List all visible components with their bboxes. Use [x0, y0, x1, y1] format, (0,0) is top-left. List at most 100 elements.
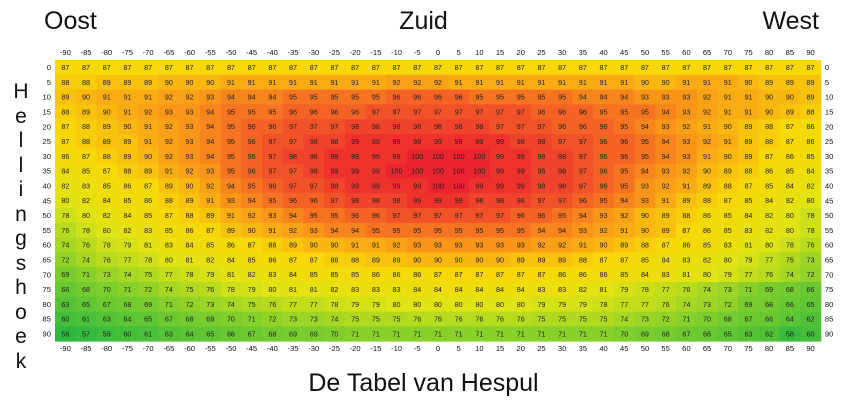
- heatmap-cell: [469, 296, 491, 312]
- heatmap-cell: [365, 326, 387, 342]
- cell-value-label: 90: [786, 93, 794, 102]
- heatmap-cell: [800, 282, 822, 298]
- heatmap-cell: [386, 237, 408, 253]
- x-tick-label-top: -45: [246, 48, 257, 57]
- cell-value-label: 97: [558, 137, 566, 146]
- cell-value-label: 96: [351, 107, 359, 116]
- cell-value-label: 97: [310, 181, 318, 190]
- cell-value-label: 67: [744, 315, 752, 324]
- cell-value-label: 97: [579, 152, 587, 161]
- heatmap-cell: [55, 267, 77, 283]
- cell-value-label: 74: [330, 315, 338, 324]
- heatmap-cell: [75, 178, 97, 194]
- heatmap-cell: [469, 267, 491, 283]
- chart-title: De Tabel van Hespul: [308, 369, 539, 397]
- cell-value-label: 89: [620, 241, 628, 250]
- heatmap-cell: [303, 296, 325, 312]
- x-tick-label-bottom: 75: [744, 344, 752, 353]
- heatmap-cell: [469, 163, 491, 179]
- cell-value-label: 93: [682, 137, 690, 146]
- cell-value-label: 93: [434, 241, 442, 250]
- heatmap-cell: [199, 252, 221, 268]
- y-axis-title-letter: n: [15, 202, 27, 226]
- x-tick-label-bottom: -65: [163, 344, 174, 353]
- heatmap-cell: [572, 296, 594, 312]
- heatmap-cell: [344, 89, 366, 105]
- y-tick-label-left: 70: [43, 270, 51, 279]
- heatmap-cell: [510, 119, 532, 135]
- x-tick-label-bottom: -60: [184, 344, 195, 353]
- heatmap-cell: [427, 178, 449, 194]
- x-tick-label-top: 45: [620, 48, 628, 57]
- cell-value-label: 96: [393, 93, 401, 102]
- heatmap-cell: [324, 208, 346, 224]
- cell-value-label: 77: [123, 255, 131, 264]
- heatmap-cell: [593, 193, 615, 209]
- heatmap-cell: [551, 134, 573, 150]
- heatmap-cell: [634, 134, 656, 150]
- heatmap-cell: [531, 267, 553, 283]
- cell-value-label: 97: [393, 107, 401, 116]
- cell-value-label: 87: [558, 63, 566, 72]
- heatmap-cell: [469, 193, 491, 209]
- cell-value-label: 91: [620, 78, 628, 87]
- cell-value-label: 87: [413, 63, 421, 72]
- cell-value-label: 87: [165, 211, 173, 220]
- heatmap-cell: [531, 148, 553, 164]
- heatmap-cell: [551, 89, 573, 105]
- cell-value-label: 94: [620, 196, 628, 205]
- cell-value-label: 97: [413, 211, 421, 220]
- cell-value-label: 93: [641, 181, 649, 190]
- cell-value-label: 68: [786, 285, 794, 294]
- heatmap-cell: [324, 163, 346, 179]
- cell-value-label: 78: [82, 226, 90, 235]
- x-tick-label-bottom: 45: [620, 344, 628, 353]
- cell-value-label: 86: [703, 226, 711, 235]
- cell-value-label: 84: [475, 285, 483, 294]
- cell-value-label: 87: [537, 63, 545, 72]
- heatmap-cell: [282, 311, 304, 327]
- y-tick-label-right: 25: [825, 137, 833, 146]
- cell-value-label: 71: [351, 329, 359, 338]
- cell-value-label: 93: [579, 226, 587, 235]
- cell-value-label: 91: [372, 78, 380, 87]
- cell-value-label: 95: [475, 226, 483, 235]
- cell-value-label: 96: [310, 196, 318, 205]
- x-tick-label-top: 85: [786, 48, 794, 57]
- heatmap-cell: [262, 89, 284, 105]
- cell-value-label: 82: [82, 196, 90, 205]
- heatmap-cell: [137, 267, 159, 283]
- heatmap-cell: [262, 74, 284, 90]
- heatmap-cell: [365, 237, 387, 253]
- y-tick-label-left: 75: [43, 285, 51, 294]
- heatmap-cell: [96, 311, 118, 327]
- cell-value-label: 66: [61, 285, 69, 294]
- heatmap-cell: [593, 60, 615, 76]
- x-tick-label-bottom: -55: [205, 344, 216, 353]
- cell-value-label: 89: [765, 78, 773, 87]
- cell-value-label: 74: [227, 300, 235, 309]
- cell-value-label: 79: [724, 270, 732, 279]
- cell-value-label: 87: [248, 63, 256, 72]
- heatmap-cell: [551, 222, 573, 238]
- heatmap-cell: [179, 119, 201, 135]
- cell-value-label: 94: [206, 152, 214, 161]
- heatmap-cell: [634, 296, 656, 312]
- cell-value-label: 82: [123, 226, 131, 235]
- heatmap-cell: [117, 104, 139, 120]
- cell-value-label: 81: [186, 255, 194, 264]
- cell-value-label: 91: [744, 93, 752, 102]
- cell-value-label: 94: [600, 93, 608, 102]
- heatmap-cell: [510, 237, 532, 253]
- heatmap-cell: [303, 326, 325, 342]
- heatmap-cell: [489, 311, 511, 327]
- heatmap-cell: [510, 326, 532, 342]
- heatmap-cell: [199, 193, 221, 209]
- cell-value-label: 95: [310, 211, 318, 220]
- heatmap-cell: [758, 60, 780, 76]
- heatmap-cell: [634, 60, 656, 76]
- heatmap-cell: [738, 74, 760, 90]
- heatmap-cell: [262, 252, 284, 268]
- cell-value-label: 78: [144, 255, 152, 264]
- cell-value-label: 93: [641, 196, 649, 205]
